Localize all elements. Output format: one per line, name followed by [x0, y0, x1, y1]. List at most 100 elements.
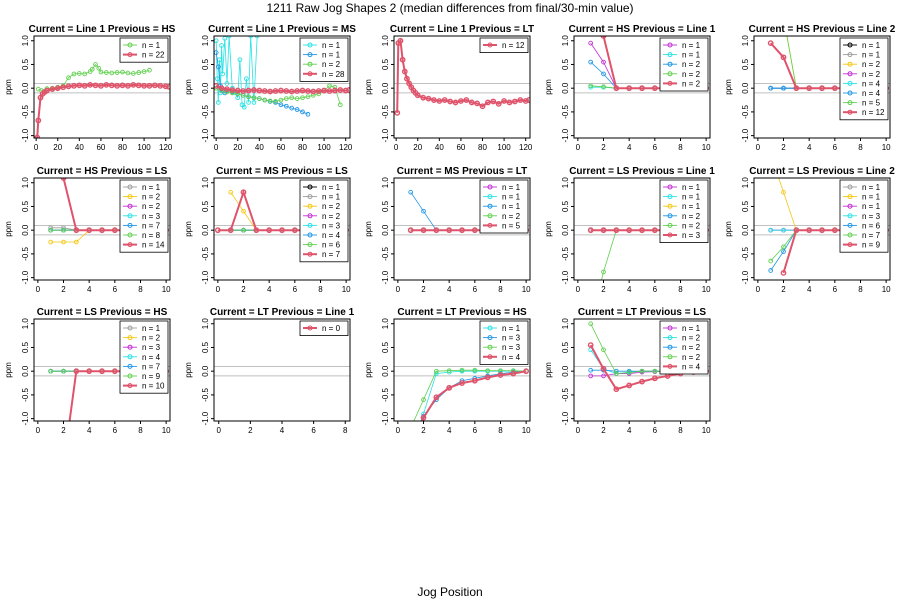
- data-point: [241, 208, 246, 214]
- panel-11: Current = LS Previous = HS 0 2 4 6 8 10 -1.0 -0.…: [4, 307, 171, 435]
- y-axis-label: ppm: [184, 362, 193, 378]
- legend-label: n = 5: [862, 99, 881, 108]
- legend-marker: [667, 194, 673, 200]
- plot-frame: [33, 177, 171, 281]
- y-tick-label: -1.0: [21, 128, 30, 142]
- x-tick-label: 10: [162, 285, 171, 294]
- data-point: [305, 94, 311, 100]
- legend-marker: [127, 383, 133, 389]
- x-tick-label: 0: [216, 285, 221, 294]
- legend-label: n = 7: [322, 250, 341, 259]
- data-point: [278, 97, 284, 103]
- y-tick-label: 1.0: [561, 35, 570, 47]
- y-tick-label: -0.5: [381, 246, 390, 260]
- y-tick-label: 0.5: [201, 200, 210, 212]
- x-axis-title: Jog Position: [417, 585, 483, 599]
- data-point: [54, 85, 61, 92]
- data-point: [73, 227, 80, 234]
- legend-marker: [667, 71, 673, 77]
- y-tick-label: 1.0: [201, 318, 210, 330]
- x-tick-label: 10: [702, 426, 711, 435]
- x-tick-label: 10: [882, 143, 891, 152]
- data-point: [266, 227, 273, 234]
- data-point: [588, 321, 594, 327]
- y-tick-label: 1.0: [21, 177, 30, 189]
- legend-label: n = 2: [502, 212, 521, 221]
- x-tick-label: 100: [137, 143, 151, 152]
- legend-label: n = 1: [682, 183, 701, 192]
- legend-marker: [847, 222, 853, 228]
- data-point: [141, 69, 147, 74]
- x-tick-label: 60: [96, 143, 105, 152]
- legend-label: n = 2: [142, 334, 161, 343]
- data-point: [510, 370, 517, 377]
- data-point: [71, 71, 77, 77]
- data-point: [246, 94, 251, 100]
- legend-label: n = 2: [682, 212, 701, 221]
- data-point: [228, 189, 234, 195]
- data-point: [73, 239, 79, 245]
- legend-label: n = 1: [862, 51, 881, 60]
- data-point: [651, 85, 658, 92]
- plot-frame: [393, 177, 531, 281]
- legend-marker: [847, 242, 853, 248]
- data-point: [305, 111, 311, 117]
- data-point: [267, 98, 273, 104]
- legend-marker: [127, 344, 133, 350]
- x-tick-label: 6: [473, 426, 478, 435]
- y-tick-label: -0.5: [201, 387, 210, 401]
- data-point: [346, 87, 350, 93]
- data-point: [601, 347, 606, 353]
- x-tick-label: 4: [627, 285, 632, 294]
- legend-label: n = 1: [322, 183, 341, 192]
- data-point: [780, 269, 787, 276]
- x-tick-label: 6: [293, 285, 298, 294]
- panel-title: Current = LT Previous = LS: [578, 307, 707, 318]
- legend-label: n = 6: [322, 241, 341, 250]
- panel-10: Current = LS Previous = Line 2 0 2 4 6 8 10 -1.…: [724, 166, 895, 294]
- panel-title: Current = HS Previous = Line 1: [569, 24, 716, 35]
- y-tick-label: -1.0: [561, 128, 570, 142]
- data-point: [446, 227, 453, 234]
- legend-label: n = 1: [682, 41, 701, 50]
- y-tick-label: -0.5: [21, 104, 30, 118]
- x-tick-label: 6: [653, 426, 658, 435]
- data-point: [472, 367, 478, 373]
- data-point: [421, 208, 426, 214]
- data-point: [251, 87, 257, 93]
- legend-label: n = 1: [322, 51, 341, 60]
- x-tick-label: 8: [343, 426, 348, 435]
- x-tick-label: 0: [217, 426, 222, 435]
- data-point: [326, 88, 333, 94]
- y-tick-label: 1.0: [381, 318, 390, 330]
- legend-label: n = 2: [682, 221, 701, 230]
- x-tick-label: 8: [138, 285, 143, 294]
- data-point: [267, 88, 274, 95]
- x-tick-label: 4: [807, 285, 812, 294]
- data-point: [331, 87, 338, 94]
- data-point: [219, 43, 224, 48]
- legend-marker: [847, 71, 853, 77]
- y-tick-label: -1.0: [561, 270, 570, 284]
- legend-marker: [127, 42, 133, 48]
- x-tick-label: 120: [519, 143, 533, 152]
- data-point: [408, 445, 412, 449]
- x-tick-label: 4: [447, 426, 452, 435]
- data-point: [421, 397, 426, 403]
- data-point: [151, 82, 158, 89]
- y-tick-label: 0.5: [741, 200, 750, 212]
- data-point: [218, 85, 225, 92]
- series-group: [408, 367, 530, 449]
- data-point: [409, 426, 413, 430]
- data-point: [831, 85, 838, 92]
- data-point: [245, 87, 252, 94]
- legend-marker: [127, 222, 133, 228]
- data-point: [166, 83, 170, 90]
- legend-marker: [307, 222, 313, 228]
- legend-marker: [307, 213, 313, 219]
- data-point: [639, 368, 645, 374]
- y-tick-label: -0.5: [21, 387, 30, 401]
- plot-frame: [753, 177, 891, 281]
- data-point: [220, 71, 225, 77]
